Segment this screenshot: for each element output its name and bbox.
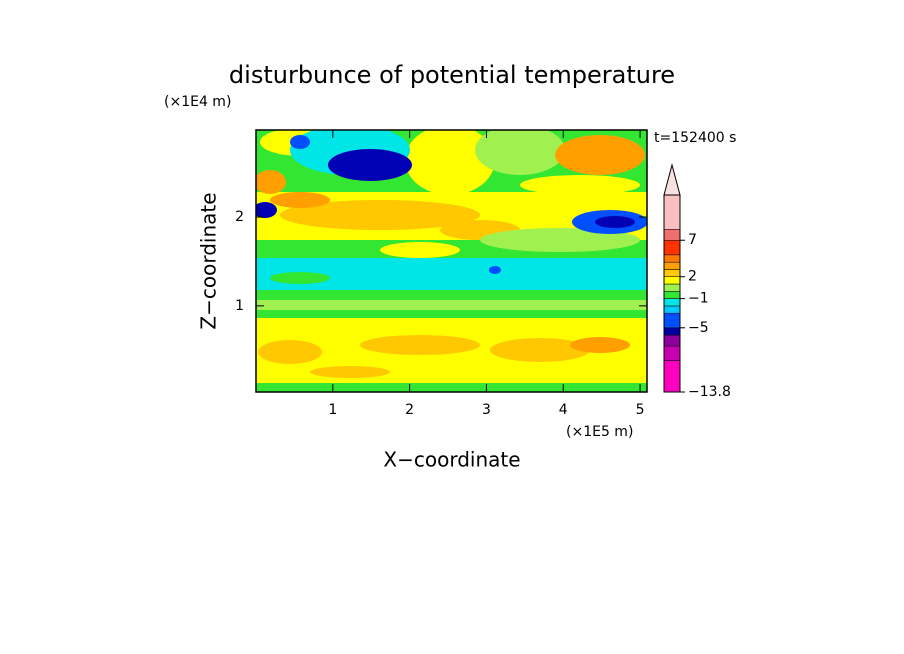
colorbar-segment xyxy=(663,229,681,241)
contour-patch xyxy=(380,242,460,258)
colorbar-extend xyxy=(663,163,681,196)
colorbar-segment xyxy=(663,312,681,329)
contour-patch xyxy=(480,228,640,252)
contour-patch xyxy=(360,335,480,355)
contour-patch xyxy=(475,130,565,175)
colorbar-segment xyxy=(663,345,681,361)
colorbar-segment xyxy=(663,305,681,314)
contour-patch xyxy=(258,340,322,364)
y-unit-label: (×1E4 m) xyxy=(164,94,231,110)
contour-patch xyxy=(270,192,330,208)
colorbar-segment xyxy=(663,276,681,285)
contour-patch xyxy=(570,337,630,353)
colorbar-tick-label: −1 xyxy=(688,291,709,307)
contour-patch xyxy=(310,366,390,378)
colorbar-segment xyxy=(663,283,681,292)
contour-patch xyxy=(520,175,640,195)
contour-patch xyxy=(595,216,635,228)
time-label: t=152400 s xyxy=(654,130,736,146)
chart-title: disturbunce of potential temperature xyxy=(229,61,675,89)
plot-frame xyxy=(255,129,648,393)
colorbar-segment xyxy=(663,269,681,277)
colorbar-segment xyxy=(663,327,681,336)
y-tick-label: 1 xyxy=(235,298,244,314)
contour-patch xyxy=(256,202,277,218)
contour-patch xyxy=(256,300,647,310)
contour-patch xyxy=(256,383,647,392)
x-unit-label: (×1E5 m) xyxy=(566,424,633,440)
colorbar-segment xyxy=(663,360,681,393)
colorbar-tick-label: −5 xyxy=(688,320,709,336)
contour-patch xyxy=(256,170,286,194)
colorbar-tick-label: 2 xyxy=(688,269,697,285)
x-tick-label: 4 xyxy=(559,402,568,418)
colorbar-tick-label: −13.8 xyxy=(688,384,731,400)
y-axis-label: Z−coordinate xyxy=(197,192,221,329)
y-tick-label: 2 xyxy=(235,209,244,225)
colorbar-segment xyxy=(663,261,681,270)
contour-patch xyxy=(405,130,495,195)
colorbar-segment xyxy=(663,291,681,299)
contour-patch xyxy=(256,260,647,284)
contour-patch xyxy=(328,149,412,181)
colorbar-segment xyxy=(663,254,681,263)
colorbar-segment xyxy=(663,298,681,307)
contour-patch xyxy=(490,338,590,362)
contour-field xyxy=(256,130,647,392)
contour-patch xyxy=(280,200,480,230)
colorbar-segment xyxy=(663,239,681,256)
x-tick-label: 3 xyxy=(482,402,491,418)
contour-patch xyxy=(290,135,310,149)
contour-patch xyxy=(270,272,330,284)
x-tick-label: 2 xyxy=(405,402,414,418)
colorbar-frame xyxy=(663,194,681,393)
colorbar-tick-label: 7 xyxy=(688,232,697,248)
x-tick-label: 1 xyxy=(328,402,337,418)
x-axis-label: X−coordinate xyxy=(383,448,520,472)
colorbar-segment xyxy=(663,194,681,230)
contour-patch xyxy=(489,266,501,274)
colorbar-segment xyxy=(663,334,681,347)
contour-patch xyxy=(555,135,645,175)
x-tick-label: 5 xyxy=(636,402,645,418)
